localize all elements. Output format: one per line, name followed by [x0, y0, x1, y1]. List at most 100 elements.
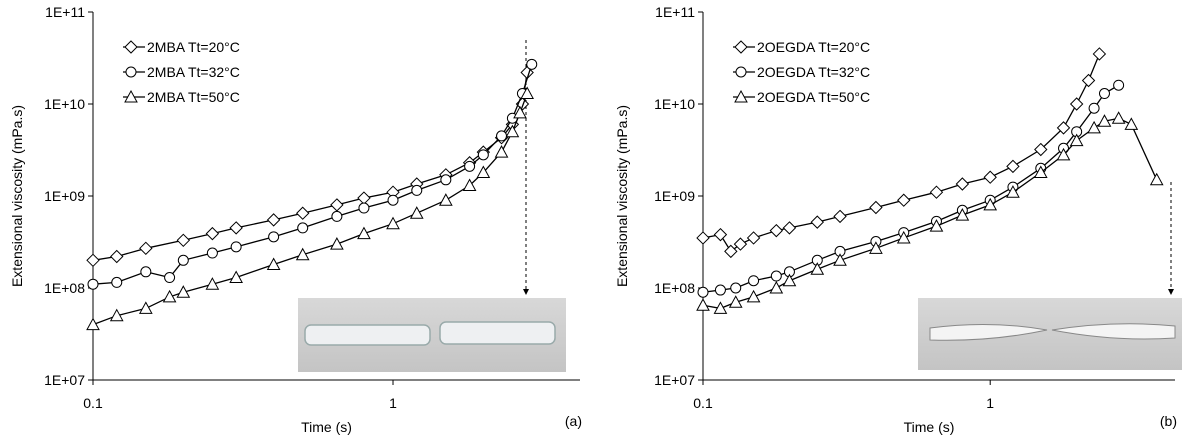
marker	[109, 308, 124, 322]
marker	[87, 278, 99, 290]
photo-inset	[918, 298, 1182, 370]
marker	[1111, 111, 1126, 124]
series-line	[702, 84, 1119, 293]
marker	[268, 231, 280, 243]
marker	[1006, 185, 1020, 198]
y-tick-label: 1E+07	[44, 372, 85, 388]
marker	[138, 301, 153, 314]
photo-inset	[298, 298, 566, 372]
marker	[86, 317, 100, 331]
marker	[358, 202, 370, 214]
marker	[1149, 172, 1164, 186]
marker	[266, 213, 281, 227]
marker	[526, 58, 538, 70]
marker	[111, 276, 123, 288]
legend-marker	[734, 40, 748, 54]
marker	[176, 233, 191, 248]
series-line	[92, 93, 528, 326]
marker	[357, 226, 371, 240]
marker	[357, 191, 371, 205]
marker	[1087, 120, 1101, 134]
x-tick-label: 1	[389, 395, 397, 411]
marker	[1088, 102, 1100, 114]
marker	[955, 208, 970, 221]
marker	[728, 295, 743, 308]
y-tick-label: 1E+09	[654, 188, 695, 204]
marker	[177, 254, 189, 266]
x-tick-label: 1	[986, 395, 994, 411]
marker	[205, 226, 220, 241]
legend-label: 2MBA Tt=20°C	[147, 39, 240, 55]
marker	[462, 178, 477, 192]
y-axis-label: Extensional viscosity (mPa.s)	[614, 105, 630, 287]
legend-label: 2OEGDA Tt=50°C	[757, 89, 870, 105]
marker	[714, 284, 726, 296]
marker	[230, 241, 242, 253]
marker	[1092, 47, 1107, 61]
x-axis-label: Time (s)	[301, 419, 352, 435]
marker	[411, 184, 423, 196]
legend-marker	[734, 89, 748, 103]
marker	[520, 86, 535, 100]
marker	[897, 193, 911, 207]
marker	[696, 298, 710, 311]
marker	[476, 165, 491, 179]
x-tick-label: 0.1	[83, 395, 103, 411]
marker	[330, 237, 344, 250]
marker	[86, 253, 100, 268]
marker	[983, 197, 998, 211]
y-tick-label: 1E+08	[44, 280, 85, 296]
marker	[266, 257, 281, 271]
marker	[330, 198, 344, 212]
marker	[1097, 114, 1112, 127]
marker	[295, 247, 310, 261]
marker	[110, 249, 124, 264]
marker	[748, 275, 760, 287]
marker	[139, 241, 153, 256]
marker	[1034, 142, 1048, 157]
marker	[440, 174, 452, 186]
marker	[1033, 165, 1048, 179]
marker	[496, 130, 508, 142]
x-tick-label: 0.1	[693, 395, 713, 411]
marker	[810, 215, 824, 229]
marker	[1081, 73, 1096, 88]
marker	[713, 301, 728, 314]
marker	[929, 185, 944, 199]
y-tick-label: 1E+11	[45, 4, 85, 20]
marker	[205, 277, 220, 290]
marker	[505, 124, 520, 138]
marker	[229, 270, 243, 284]
marker	[955, 177, 970, 191]
marker	[869, 200, 883, 215]
marker	[513, 105, 527, 119]
marker	[494, 145, 509, 158]
marker	[140, 266, 152, 278]
marker	[713, 227, 728, 242]
marker	[833, 253, 847, 266]
marker	[297, 222, 309, 234]
marker	[697, 286, 709, 298]
marker	[833, 209, 847, 224]
marker	[1124, 117, 1139, 130]
legend-marker	[125, 66, 137, 78]
panel-label: (b)	[1160, 413, 1177, 429]
marker	[1056, 147, 1071, 161]
marker	[983, 170, 997, 184]
legend-label: 2MBA Tt=50°C	[147, 89, 240, 105]
marker	[1006, 159, 1020, 174]
marker	[869, 241, 883, 254]
marker	[733, 237, 748, 251]
marker	[1056, 121, 1071, 135]
marker	[696, 231, 710, 245]
marker	[164, 272, 176, 284]
marker	[439, 193, 453, 206]
marker	[162, 289, 177, 303]
x-axis-label: Time (s)	[904, 419, 955, 435]
panel-label: (a)	[565, 413, 582, 429]
marker	[770, 270, 782, 282]
marker	[331, 210, 343, 222]
marker	[730, 282, 742, 294]
marker	[1113, 79, 1125, 91]
